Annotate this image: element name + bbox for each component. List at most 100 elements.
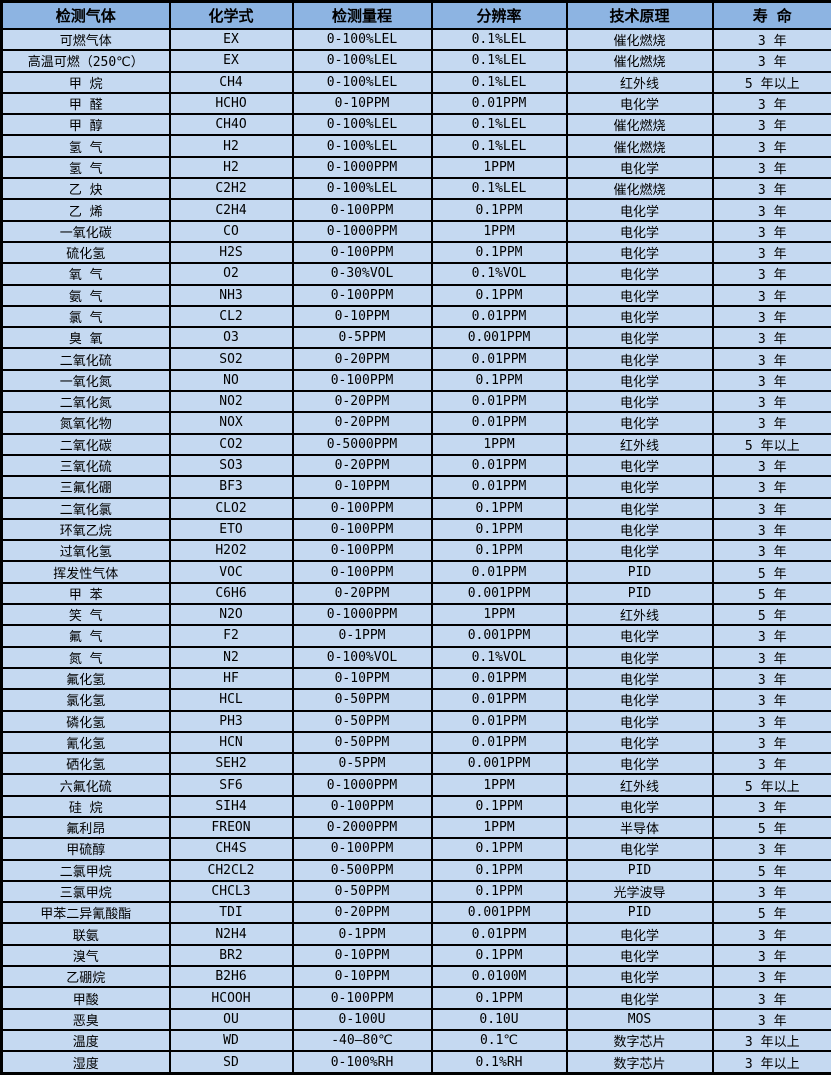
table-cell: NO2 <box>168 390 294 414</box>
table-cell: 红外线 <box>565 773 714 797</box>
table-row: 湿度 SD 0-100%RH 0.1%RH 数字芯片 3 年以上 <box>0 1050 831 1075</box>
table-cell: 甲 苯 <box>0 581 171 606</box>
table-cell: SO3 <box>168 453 294 478</box>
table-cell: NH3 <box>168 283 294 307</box>
table-cell: 3 年 <box>711 965 831 989</box>
table-cell: 0.1%LEL <box>430 134 568 158</box>
table-cell: 硫化氢 <box>0 240 171 265</box>
table-row: 一氧化碳 CO 0-1000PPM 1PPM 电化学 3 年 <box>0 219 831 243</box>
table-cell: 3 年 <box>711 624 831 648</box>
table-cell: 3 年 <box>711 837 831 861</box>
table-cell: 湿度 <box>0 1050 171 1075</box>
table-cell: 电化学 <box>565 730 714 755</box>
table-cell: 二氧化氮 <box>0 390 171 414</box>
table-cell: 3 年 <box>711 709 831 733</box>
table-cell: 电化学 <box>565 411 714 435</box>
table-row: 硅 烷 SIH4 0-100PPM 0.1PPM 电化学 3 年 <box>0 794 831 818</box>
table-cell: 0-500PPM <box>291 858 433 882</box>
table-cell: CLO2 <box>168 496 294 520</box>
table-cell: 氰化氢 <box>0 730 171 755</box>
table-cell: 0.01PPM <box>430 560 568 584</box>
table-cell: H2 <box>168 155 294 180</box>
table-cell: 0.01PPM <box>430 688 568 712</box>
table-cell: 电化学 <box>565 91 714 116</box>
table-cell: 六氟化硫 <box>0 773 171 797</box>
table-cell: 0.1%RH <box>430 1050 568 1075</box>
table-cell: -40—80℃ <box>291 1028 433 1053</box>
table-cell: 电化学 <box>565 304 714 329</box>
table-cell: 0-50PPM <box>291 730 433 755</box>
table-cell: 硅 烷 <box>0 794 171 818</box>
table-row: 硫化氢 H2S 0-100PPM 0.1PPM 电化学 3 年 <box>0 240 831 265</box>
table-cell: 半导体 <box>565 815 714 840</box>
table-cell: 0-1PPM <box>291 922 433 946</box>
table-cell: 0-20PPM <box>291 390 433 414</box>
table-cell: 氟化氢 <box>0 666 171 691</box>
table-cell: 0-1000PPM <box>291 773 433 797</box>
table-cell: 3 年 <box>711 91 831 116</box>
table-row: 笑 气 N2O 0-1000PPM 1PPM 红外线 5 年 <box>0 603 831 627</box>
table-cell: 0-10PPM <box>291 475 433 499</box>
table-cell: 0-100PPM <box>291 517 433 542</box>
table-cell: 0-20PPM <box>291 901 433 925</box>
table-cell: 3 年 <box>711 539 831 563</box>
table-cell: FREON <box>168 815 294 840</box>
table-cell: SO2 <box>168 347 294 371</box>
table-cell: 5 年以上 <box>711 432 831 456</box>
table-cell: 电化学 <box>565 517 714 542</box>
table-row: 甲硫醇 CH4S 0-100PPM 0.1PPM 电化学 3 年 <box>0 837 831 861</box>
table-cell: 电化学 <box>565 155 714 180</box>
table-row: 乙硼烷 B2H6 0-10PPM 0.0100M 电化学 3 年 <box>0 965 831 989</box>
table-cell: CH2CL2 <box>168 858 294 882</box>
table-cell: 0.001PPM <box>430 901 568 925</box>
table-row: 六氟化硫 SF6 0-1000PPM 1PPM 红外线 5 年以上 <box>0 773 831 797</box>
table-cell: 催化燃烧 <box>565 49 714 73</box>
table-cell: 0.001PPM <box>430 752 568 776</box>
column-header: 寿 命 <box>711 0 831 30</box>
table-cell: 0-100U <box>291 1007 433 1031</box>
table-cell: 电化学 <box>565 368 714 393</box>
table-cell: C6H6 <box>168 581 294 606</box>
table-cell: 电化学 <box>565 326 714 350</box>
table-cell: BR2 <box>168 943 294 968</box>
table-cell: 恶臭 <box>0 1007 171 1031</box>
table-row: 可燃气体 EX 0-100%LEL 0.1%LEL 催化燃烧 3 年 <box>0 27 831 52</box>
table-cell: F2 <box>168 624 294 648</box>
table-cell: CO <box>168 219 294 243</box>
table-cell: 光学波导 <box>565 879 714 904</box>
table-cell: 3 年 <box>711 517 831 542</box>
table-cell: 0-100%RH <box>291 1050 433 1075</box>
table-row: 二氧化硫 SO2 0-20PPM 0.01PPM 电化学 3 年 <box>0 347 831 371</box>
table-cell: 5 年 <box>711 815 831 840</box>
column-header: 化学式 <box>168 0 294 30</box>
table-cell: 0-1PPM <box>291 624 433 648</box>
table-row: 甲 烷 CH4 0-100%LEL 0.1%LEL 红外线 5 年以上 <box>0 70 831 94</box>
table-cell: 0-20PPM <box>291 411 433 435</box>
table-cell: H2S <box>168 240 294 265</box>
table-cell: 氯化氢 <box>0 688 171 712</box>
table-cell: BF3 <box>168 475 294 499</box>
table-cell: 0-100%LEL <box>291 177 433 201</box>
table-cell: 电化学 <box>565 453 714 478</box>
table-cell: 3 年以上 <box>711 1028 831 1053</box>
table-cell: 3 年 <box>711 390 831 414</box>
table-cell: N2O <box>168 603 294 627</box>
table-cell: 甲酸 <box>0 986 171 1010</box>
table-cell: 3 年 <box>711 666 831 691</box>
table-cell: 0.001PPM <box>430 326 568 350</box>
table-cell: 笑 气 <box>0 603 171 627</box>
table-cell: 0.001PPM <box>430 624 568 648</box>
table-cell: 5 年 <box>711 901 831 925</box>
table-cell: 3 年 <box>711 155 831 180</box>
table-cell: 0-5000PPM <box>291 432 433 456</box>
table-cell: 3 年 <box>711 645 831 669</box>
table-cell: EX <box>168 49 294 73</box>
table-cell: OU <box>168 1007 294 1031</box>
table-body: 可燃气体 EX 0-100%LEL 0.1%LEL 催化燃烧 3 年高温可燃（250℃） E… <box>0 27 831 1075</box>
table-cell: CL2 <box>168 304 294 329</box>
table-cell: 0-100PPM <box>291 539 433 563</box>
table-cell: 0.01PPM <box>430 922 568 946</box>
table-cell: ETO <box>168 517 294 542</box>
table-cell: 3 年 <box>711 943 831 968</box>
table-cell: 0-100%LEL <box>291 134 433 158</box>
